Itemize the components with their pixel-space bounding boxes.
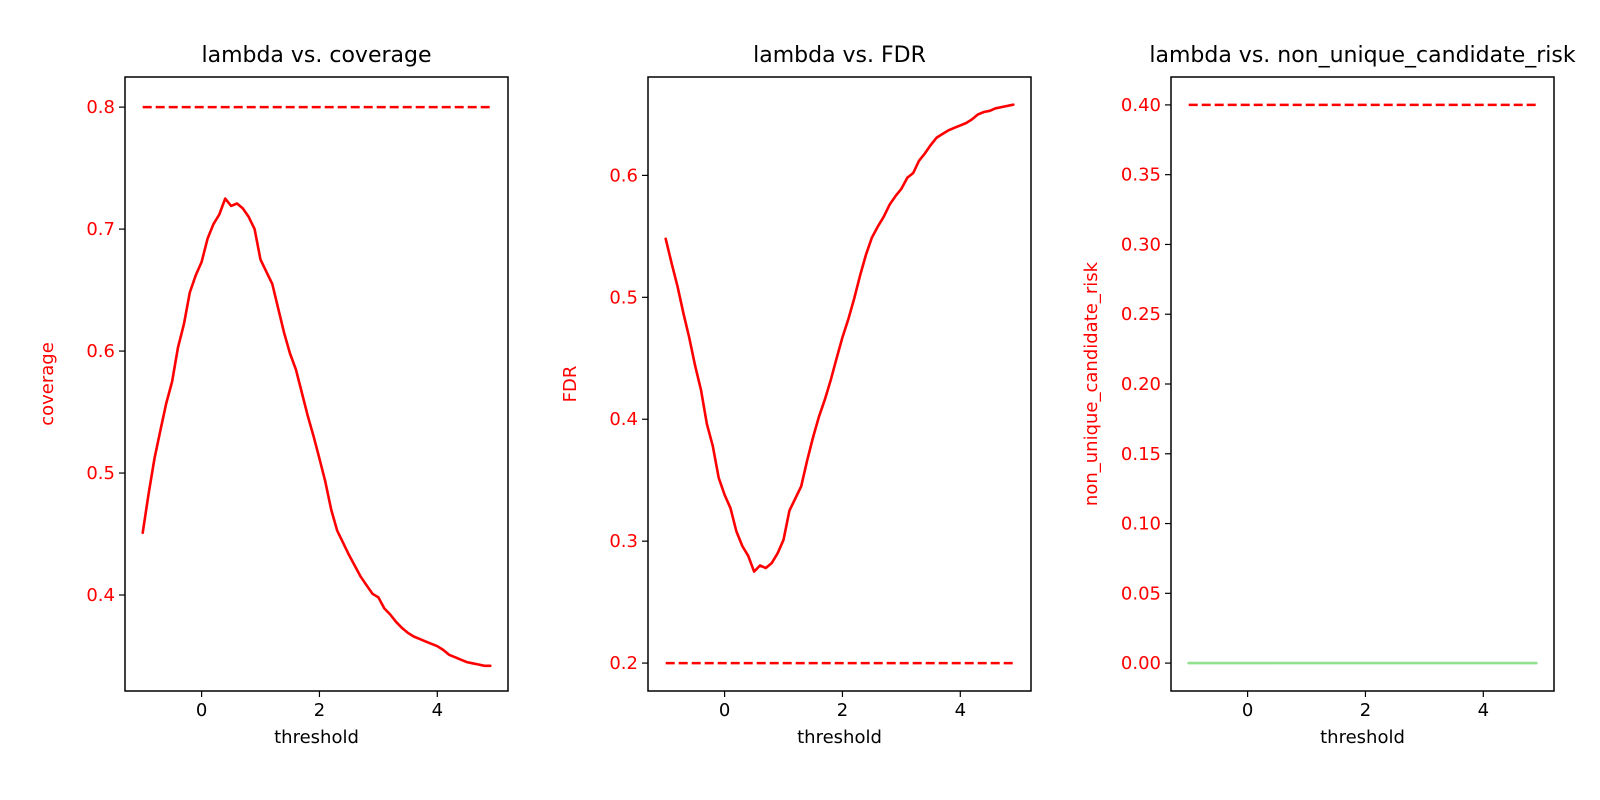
y-tick-label: 0.4 — [86, 585, 115, 606]
x-tick-label: 2 — [314, 700, 325, 721]
x-tick-label: 4 — [955, 700, 966, 721]
y-tick-label: 0.6 — [609, 165, 638, 186]
x-axis-label: threshold — [797, 727, 882, 748]
x-tick-label: 2 — [837, 700, 848, 721]
x-axis-label: threshold — [1320, 727, 1405, 748]
y-axis-label: FDR — [560, 366, 581, 403]
x-tick-label: 4 — [432, 700, 443, 721]
y-tick-label: 0.00 — [1121, 653, 1161, 674]
x-tick-label: 0 — [1242, 700, 1253, 721]
chart-title: lambda vs. FDR — [753, 43, 926, 68]
y-tick-label: 0.2 — [609, 653, 638, 674]
x-tick-label: 4 — [1478, 700, 1489, 721]
y-tick-label: 0.35 — [1121, 165, 1161, 186]
plot-frame — [124, 76, 509, 692]
y-axis-label: coverage — [37, 342, 58, 426]
x-tick-label: 0 — [196, 700, 207, 721]
x-tick-label: 2 — [1360, 700, 1371, 721]
y-tick-label: 0.25 — [1121, 304, 1161, 325]
series-line — [141, 197, 492, 668]
x-tick-label: 0 — [719, 700, 730, 721]
y-tick-label: 0.6 — [86, 341, 115, 362]
y-axis-label: non_unique_candidate_risk — [1081, 261, 1102, 506]
x-axis-label: threshold — [274, 727, 359, 748]
y-tick-label: 0.30 — [1121, 234, 1161, 255]
y-tick-label: 0.05 — [1121, 583, 1161, 604]
y-tick-label: 0.5 — [609, 287, 638, 308]
y-tick-label: 0.8 — [86, 97, 115, 118]
y-tick-label: 0.15 — [1121, 444, 1161, 465]
series-line — [664, 103, 1015, 573]
chart-title: lambda vs. coverage — [201, 43, 431, 68]
y-tick-label: 0.7 — [86, 219, 115, 240]
y-tick-label: 0.40 — [1121, 95, 1161, 116]
y-tick-label: 0.10 — [1121, 514, 1161, 535]
y-tick-label: 0.20 — [1121, 374, 1161, 395]
y-tick-label: 0.3 — [609, 531, 638, 552]
chart-title: lambda vs. non_unique_candidate_risk — [1149, 43, 1576, 68]
y-tick-label: 0.4 — [609, 409, 638, 430]
plot-frame — [647, 76, 1032, 692]
y-tick-label: 0.5 — [86, 463, 115, 484]
